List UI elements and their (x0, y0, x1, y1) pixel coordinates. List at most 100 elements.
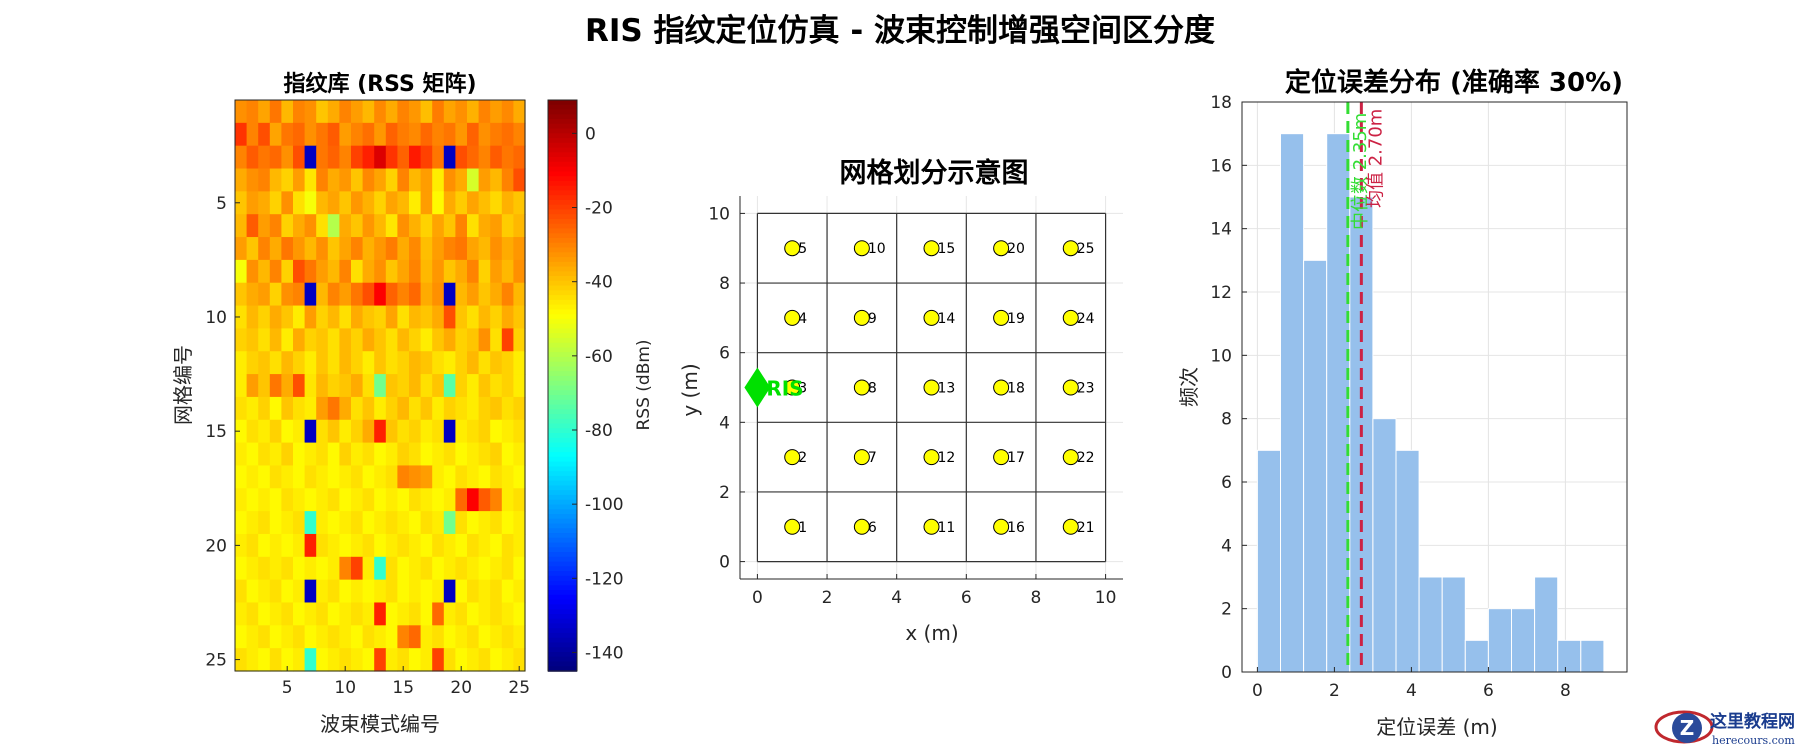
heatmap-cell (316, 396, 329, 421)
heatmap-cell (467, 122, 480, 147)
grid-point (853, 449, 870, 466)
heatmap-cell (397, 351, 410, 375)
colorbar-step (548, 285, 577, 292)
heatmap-cell (235, 625, 248, 649)
grid-y-tick-label: 8 (719, 274, 730, 294)
heatmap-cell (420, 305, 433, 329)
heatmap-cell (443, 625, 456, 649)
colorbar-step (548, 157, 577, 163)
heatmap-cell (293, 442, 306, 467)
heatmap-cell (432, 214, 445, 238)
heatmap-cell (420, 602, 433, 626)
heatmap-cell (293, 533, 306, 558)
heatmap-cell (246, 305, 259, 329)
colorbar-step (548, 371, 577, 377)
watermark-logo-letter: Z (1680, 716, 1695, 740)
heatmap-cell (443, 237, 456, 261)
heatmap-cell (374, 533, 387, 558)
heatmap-cell (501, 556, 514, 581)
grid-point-label: 1 (798, 520, 807, 536)
heatmap-cell (397, 511, 410, 535)
heatmap-cell (385, 511, 398, 535)
heatmap-cell (327, 328, 340, 352)
heatmap-x-tick-label: 25 (508, 678, 530, 698)
heatmap-cell (374, 465, 387, 489)
colorbar-step (548, 142, 577, 149)
heatmap-cell (432, 259, 445, 284)
heatmap-cell (455, 328, 468, 352)
colorbar-step (548, 218, 577, 225)
heatmap-cell (327, 351, 340, 375)
heatmap-cell (397, 100, 410, 124)
heatmap-cell (281, 419, 294, 444)
heatmap-cell (409, 579, 422, 604)
heatmap-cell (351, 579, 364, 604)
heatmap-cell (478, 168, 491, 192)
heatmap-cell (258, 374, 271, 398)
heatmap-cell (420, 168, 433, 192)
mean-label: 均值 2.70m (1365, 109, 1386, 208)
heatmap-cell (501, 625, 514, 649)
heatmap-cell (443, 100, 456, 124)
heatmap-cell (246, 214, 259, 238)
heatmap-cell (467, 396, 480, 421)
heatmap-cell (269, 259, 282, 284)
grid-point-label: 18 (1007, 381, 1025, 397)
heatmap-cell (281, 579, 294, 604)
heatmap-cell (409, 442, 422, 467)
heatmap-cell (385, 602, 398, 626)
heatmap-cell (432, 374, 445, 398)
heatmap-cell (362, 488, 375, 512)
heatmap-cell (327, 191, 340, 215)
heatmap-cell (478, 556, 491, 581)
heatmap-cell (455, 625, 468, 649)
grid-y-tick-label: 6 (719, 344, 730, 364)
colorbar-step (548, 252, 577, 258)
histogram-bar (1303, 259, 1328, 673)
grid-point-label: 12 (938, 450, 956, 466)
heatmap-cell (513, 145, 526, 170)
heatmap-cell (269, 488, 282, 512)
heatmap-cell (246, 625, 259, 649)
heatmap-cell (467, 305, 480, 329)
heatmap-cell (339, 328, 352, 352)
heatmap-cell (490, 511, 503, 535)
heatmap-cell (490, 602, 503, 626)
median-label: 中位数 2.35m (1350, 113, 1371, 230)
heatmap-cell (374, 168, 387, 192)
heatmap-cell (501, 419, 514, 444)
grid-y-tick-label: 10 (708, 204, 730, 224)
histogram-y-tick-label: 14 (1210, 220, 1232, 240)
heatmap-cell (420, 191, 433, 215)
heatmap-cell (513, 488, 526, 512)
histogram-y-tick-label: 18 (1210, 93, 1232, 113)
grid-point-label: 8 (868, 381, 877, 397)
colorbar-step (548, 375, 577, 382)
heatmap-cell (327, 374, 340, 398)
heatmap-y-tick-label: 25 (205, 651, 227, 671)
heatmap-cell (269, 533, 282, 558)
heatmap-cell (351, 259, 364, 284)
heatmap-cell (397, 328, 410, 352)
heatmap-cell (397, 419, 410, 444)
heatmap-cell (258, 465, 271, 489)
colorbar-step (548, 104, 577, 111)
heatmap-cell (420, 328, 433, 352)
heatmap-cell (420, 122, 433, 147)
colorbar-step (548, 342, 577, 349)
heatmap-cell (478, 396, 491, 421)
heatmap-cell (490, 533, 503, 558)
heatmap-cell (478, 100, 491, 124)
histogram-ticks: 0 2 4 6 8 0 2 4 6 8 10 12 14 16 18 (1210, 93, 1570, 701)
heatmap-cell (513, 100, 526, 124)
heatmap-cell (339, 168, 352, 192)
heatmap-cell (432, 488, 445, 512)
heatmap-cell (432, 442, 445, 467)
heatmap-cell (327, 237, 340, 261)
heatmap-cell (327, 214, 340, 238)
heatmap-cell (420, 351, 433, 375)
colorbar-step (548, 290, 577, 296)
heatmap-cell (281, 259, 294, 284)
heatmap-cell (478, 237, 491, 261)
